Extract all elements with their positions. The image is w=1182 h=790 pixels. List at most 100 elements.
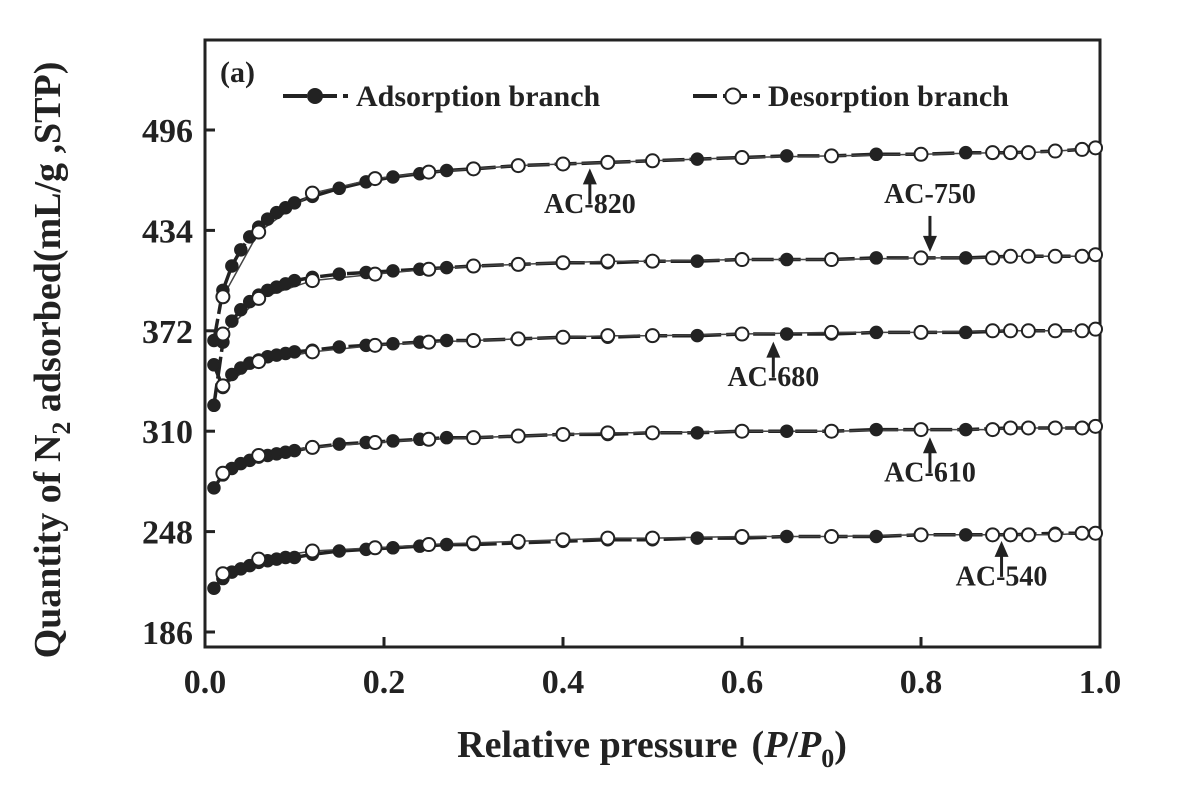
adsorption-point-ac-750 <box>780 252 794 267</box>
desorption-point-ac-540 <box>251 551 267 567</box>
desorption-point-ac-820 <box>1020 145 1036 161</box>
adsorption-point-ac-610 <box>690 426 704 440</box>
desorption-point-ac-750 <box>734 252 750 268</box>
x-axis-title-sub: 0 <box>821 744 834 773</box>
adsorption-point-ac-540 <box>690 531 704 545</box>
desorption-point-ac-610 <box>367 435 383 451</box>
desorption-point-ac-610 <box>466 430 481 446</box>
y-tick-label: 186 <box>142 615 193 652</box>
desorption-point-ac-610 <box>734 423 750 439</box>
desorption-point-ac-610 <box>1074 420 1090 436</box>
series-line-adsorption-ac-820 <box>212 146 1096 341</box>
adsorption-point-ac-540 <box>869 529 883 544</box>
legend-label-adsorption: Adsorption branch <box>356 80 601 113</box>
adsorption-point-ac-750 <box>225 314 239 328</box>
desorption-point-ac-750 <box>555 255 571 271</box>
x-tick-label: 0.2 <box>363 664 406 701</box>
desorption-point-ac-750 <box>215 326 231 342</box>
adsorption-point-ac-680 <box>332 340 346 354</box>
annotation-arrow-head-ac-680 <box>766 341 781 358</box>
adsorption-point-ac-680 <box>780 327 794 341</box>
desorption-point-ac-680 <box>367 337 383 353</box>
annotation-arrow-head-ac-820 <box>582 168 597 185</box>
legend-marker-adsorption <box>307 88 323 104</box>
adsorption-point-ac-820 <box>439 163 454 178</box>
desorption-point-ac-680 <box>645 328 660 344</box>
desorption-point-ac-820 <box>913 146 929 162</box>
adsorption-point-ac-750 <box>287 273 302 288</box>
desorption-point-ac-750 <box>510 256 526 272</box>
annotation-label-ac-820: AC-820 <box>544 189 636 220</box>
adsorption-point-ac-750 <box>690 254 704 268</box>
desorption-point-ac-820 <box>1003 145 1018 161</box>
adsorption-point-ac-820 <box>332 181 346 196</box>
desorption-point-ac-540 <box>421 537 437 553</box>
desorption-point-ac-750 <box>824 252 839 268</box>
desorption-point-ac-610 <box>510 428 526 444</box>
adsorption-point-ac-610 <box>439 430 454 445</box>
desorption-point-ac-750 <box>985 250 1001 266</box>
desorption-point-ac-610 <box>600 425 616 441</box>
desorption-point-ac-820 <box>600 154 616 170</box>
desorption-point-ac-820 <box>645 153 660 169</box>
adsorption-point-ac-750 <box>439 260 454 275</box>
adsorption-point-ac-750 <box>234 302 248 317</box>
y-tick-label: 248 <box>142 515 193 552</box>
desorption-point-ac-750 <box>1074 248 1090 264</box>
adsorption-point-ac-750 <box>386 264 400 278</box>
desorption-point-ac-680 <box>913 324 929 340</box>
desorption-point-ac-820 <box>1074 141 1090 157</box>
desorption-point-ac-680 <box>1003 323 1018 339</box>
desorption-point-ac-680 <box>1020 323 1036 339</box>
desorption-point-ac-750 <box>645 253 660 269</box>
adsorption-point-ac-610 <box>959 422 973 437</box>
adsorption-point-ac-820 <box>780 149 794 163</box>
desorption-point-ac-540 <box>1003 527 1018 543</box>
x-axis-title-p0: P <box>797 724 822 766</box>
adsorption-point-ac-540 <box>386 541 400 555</box>
adsorption-point-ac-750 <box>959 251 973 265</box>
desorption-point-ac-540 <box>645 530 660 546</box>
legend-marker-desorption <box>724 87 742 105</box>
adsorption-point-ac-820 <box>386 170 400 184</box>
adsorption-point-ac-680 <box>439 333 454 348</box>
desorption-point-ac-750 <box>913 250 929 266</box>
desorption-point-ac-750 <box>421 261 437 277</box>
adsorption-point-ac-610 <box>207 481 221 495</box>
desorption-point-ac-820 <box>734 150 750 166</box>
desorption-point-ac-540 <box>1047 527 1063 543</box>
adsorption-point-ac-610 <box>332 437 346 451</box>
desorption-point-ac-680 <box>466 333 481 349</box>
adsorption-point-ac-680 <box>225 367 239 382</box>
desorption-point-ac-820 <box>510 158 526 174</box>
desorption-point-ac-750 <box>1020 248 1036 264</box>
desorption-point-ac-540 <box>510 533 526 549</box>
desorption-point-ac-610 <box>215 465 231 481</box>
y-tick-label: 310 <box>142 414 193 451</box>
desorption-point-ac-680 <box>985 323 1001 339</box>
y-axis-title-post: adsorbed(mL/g ,STP) <box>27 62 69 422</box>
desorption-point-ac-680 <box>1047 323 1063 339</box>
desorption-point-ac-820 <box>555 156 571 172</box>
desorption-point-ac-680 <box>215 378 231 394</box>
plot-frame <box>203 38 1102 649</box>
desorption-point-ac-820 <box>824 148 839 164</box>
desorption-point-ac-540 <box>734 528 750 544</box>
adsorption-point-ac-680 <box>869 325 883 340</box>
adsorption-point-ac-750 <box>207 398 221 413</box>
desorption-point-ac-820 <box>1047 143 1063 159</box>
desorption-point-ac-750 <box>600 253 616 269</box>
desorption-point-ac-680 <box>555 329 571 345</box>
desorption-point-ac-610 <box>985 422 1001 438</box>
adsorption-point-ac-540 <box>959 528 973 542</box>
desorption-point-ac-820 <box>304 185 320 201</box>
desorption-point-ac-540 <box>824 528 839 544</box>
desorption-point-ac-540 <box>466 535 481 551</box>
desorption-point-ac-750 <box>367 266 383 282</box>
x-axis-title-prefix: Relative pressure <box>457 724 737 766</box>
desorption-point-ac-820 <box>985 145 1001 161</box>
adsorption-point-ac-680 <box>207 358 221 372</box>
desorption-point-ac-750 <box>1003 248 1018 264</box>
adsorption-point-ac-750 <box>869 251 883 265</box>
